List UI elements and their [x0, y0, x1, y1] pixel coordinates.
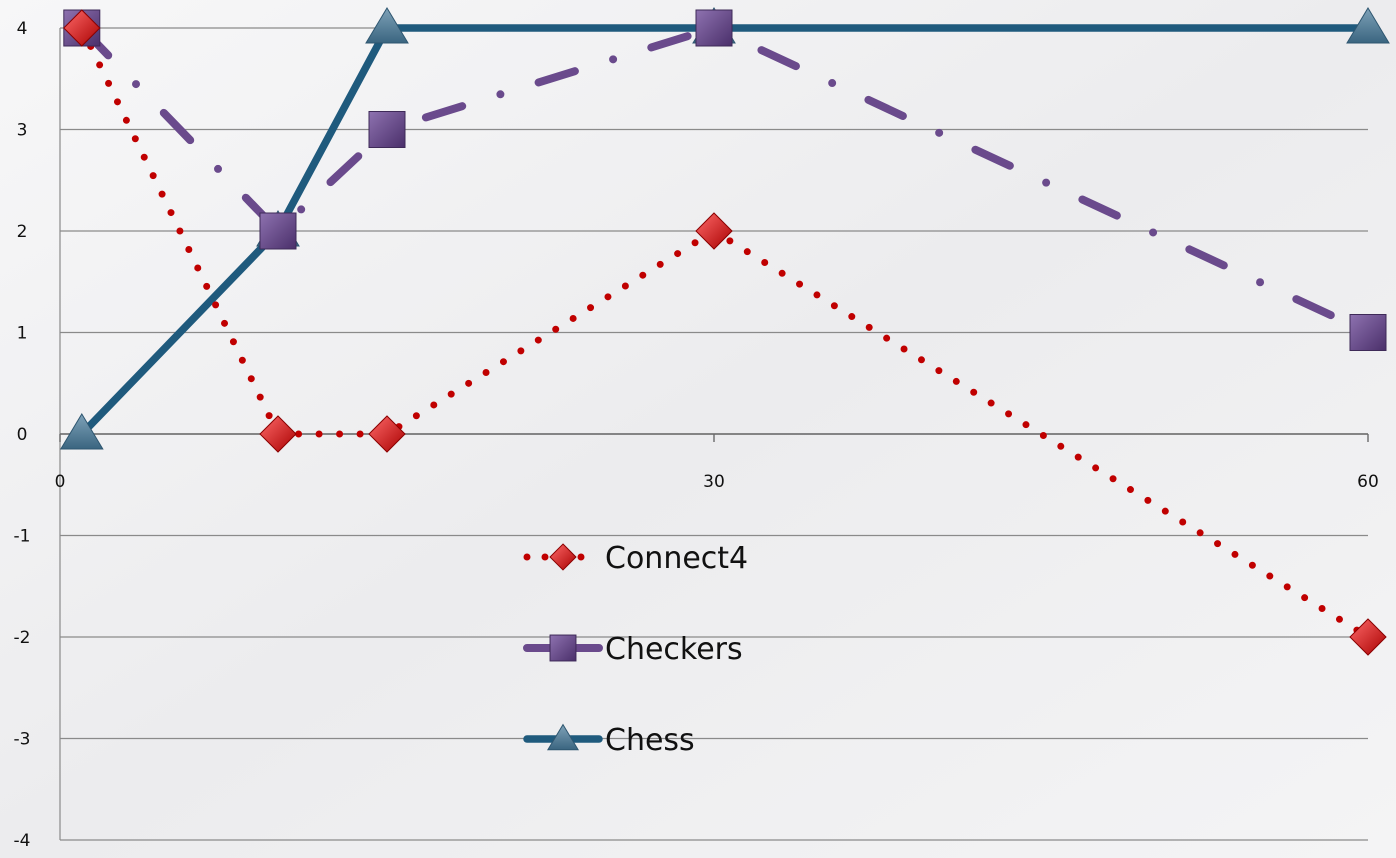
y-tick-label: 2	[17, 222, 28, 242]
data-point-connect4	[368, 415, 406, 453]
data-point-checkers	[259, 212, 297, 250]
data-point-checkers	[368, 111, 406, 148]
x-tick-label: 0	[55, 472, 66, 492]
legend-marker-icon	[549, 543, 577, 571]
legend-item-connect4: Connect4	[523, 541, 748, 576]
legend-marker-icon	[549, 634, 577, 662]
legend-item-checkers: Checkers	[523, 632, 743, 667]
x-tick-label: 60	[1357, 472, 1379, 492]
data-point-connect4	[63, 9, 101, 47]
data-point-chess	[59, 413, 104, 450]
legend-label: Connect4	[605, 541, 748, 576]
legend-item-chess: Chess	[523, 723, 695, 758]
y-tick-label: -2	[14, 628, 31, 648]
y-tick-label: -4	[14, 831, 31, 851]
data-point-chess	[365, 7, 409, 44]
x-tick-label: 30	[703, 472, 725, 492]
data-point-chess	[1346, 7, 1390, 44]
legend-label: Chess	[605, 723, 695, 758]
y-tick-label: 1	[17, 324, 28, 344]
y-tick-label: -1	[14, 527, 31, 547]
data-point-connect4	[695, 212, 733, 250]
y-tick-label: -3	[14, 730, 31, 750]
y-tick-label: 4	[17, 19, 28, 39]
y-tick-label: 3	[17, 121, 28, 141]
legend-label: Checkers	[605, 632, 743, 667]
data-point-connect4	[259, 415, 297, 453]
data-point-checkers	[695, 9, 733, 47]
y-tick-label: 0	[17, 425, 28, 445]
data-point-checkers	[1349, 314, 1387, 351]
data-point-connect4	[1349, 618, 1387, 656]
legend-marker-icon	[546, 723, 580, 751]
